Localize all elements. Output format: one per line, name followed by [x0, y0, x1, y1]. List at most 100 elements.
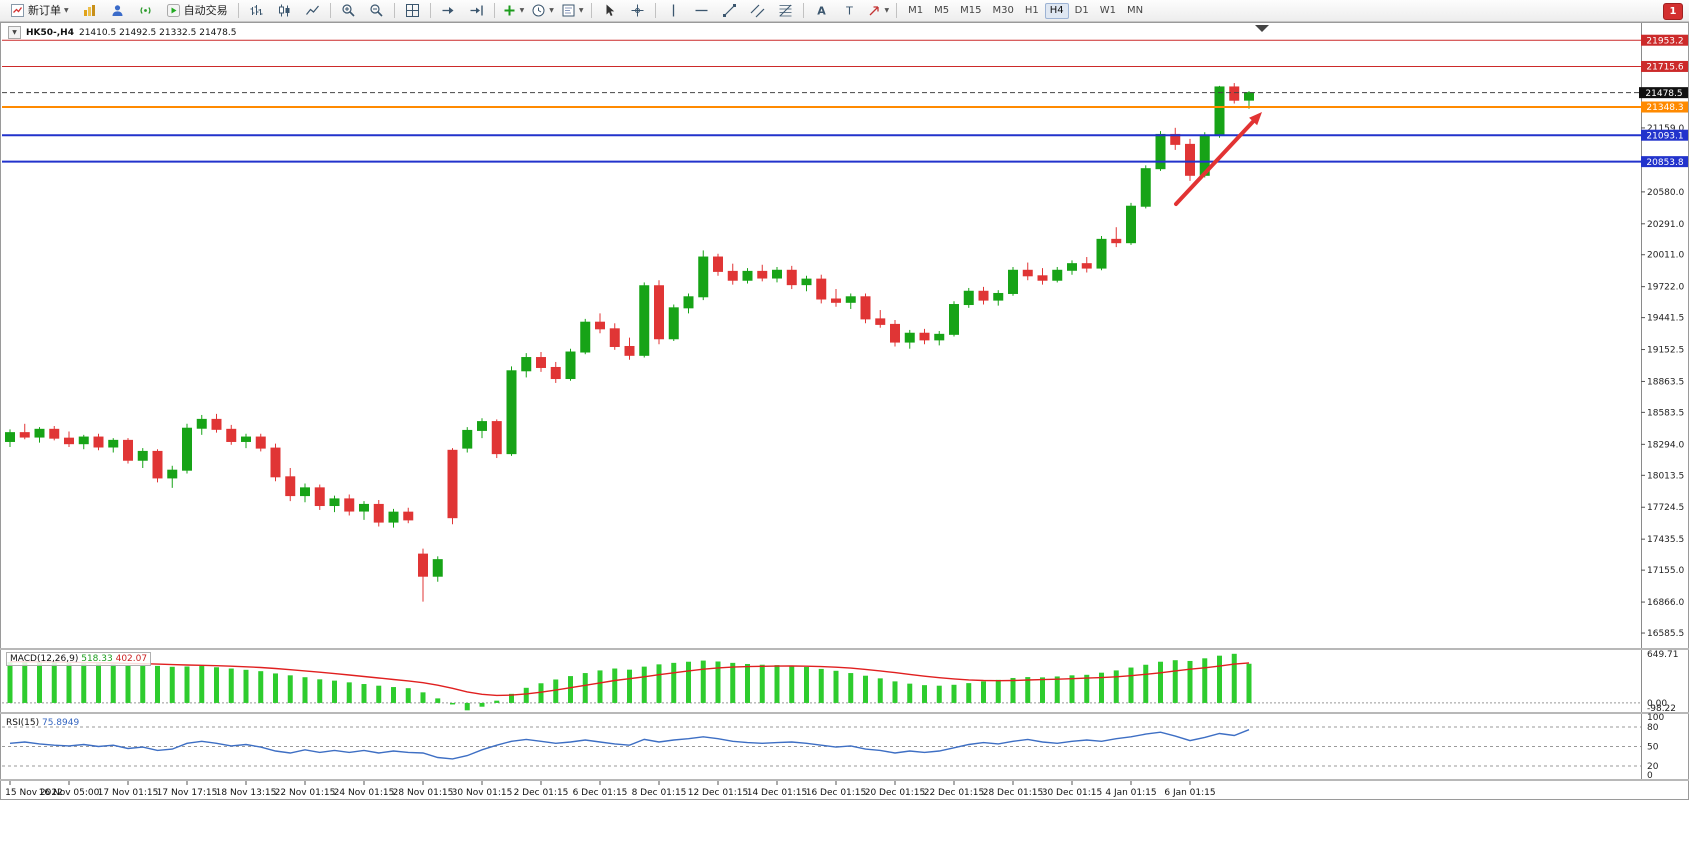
svg-text:14 Dec 01:15: 14 Dec 01:15 [747, 788, 808, 798]
fibonacci-icon [779, 4, 791, 17]
notification-badge[interactable]: 1 [1663, 3, 1683, 20]
text-icon: A [817, 5, 826, 18]
trendline-button[interactable] [716, 0, 743, 21]
trend-arrow[interactable] [1174, 119, 1256, 206]
fibonacci-button[interactable] [772, 0, 799, 21]
timeframe-button-m5[interactable]: M5 [934, 4, 950, 16]
autotrading-button[interactable]: 自动交易 [160, 0, 234, 21]
cursor-icon [606, 4, 614, 16]
svg-text:17155.0: 17155.0 [1647, 566, 1684, 576]
rsi-value: 75.8949 [41, 718, 80, 728]
svg-text:21953.2: 21953.2 [1646, 36, 1683, 46]
zoom-out-icon [370, 4, 383, 17]
timeframe-button-d1[interactable]: D1 [1074, 4, 1089, 16]
signals-icon [140, 7, 151, 14]
autotrading-play-icon [166, 4, 180, 17]
chart-canvas[interactable]: 21159.0 20580.0 20291.0 20011.0 19722.0 19441… [0, 22, 1689, 800]
annotations[interactable] [1174, 25, 1269, 206]
chart-shift-button[interactable] [463, 0, 490, 21]
svg-text:50: 50 [1647, 743, 1659, 753]
svg-text:20 Dec 01:15: 20 Dec 01:15 [865, 788, 926, 798]
symbol-period-label: HK50-,H4 [26, 27, 74, 38]
svg-text:0: 0 [1647, 771, 1653, 781]
price-line-label [1641, 101, 1688, 113]
chart-shift-marker[interactable] [1255, 25, 1269, 32]
zoom-in-button[interactable] [335, 0, 362, 21]
svg-text:18294.0: 18294.0 [1647, 440, 1684, 450]
horizontal-lines[interactable]: 21953.2 21715.6 21348.3 21093.1 20853.8 [2, 34, 1688, 168]
arrows-button[interactable]: ▼ [864, 0, 893, 21]
timeframe-button-m15[interactable]: M15 [960, 4, 982, 16]
svg-text:19441.5: 19441.5 [1647, 314, 1684, 324]
svg-text:649.71: 649.71 [1647, 650, 1679, 660]
periods-button[interactable]: ▼ [528, 0, 557, 21]
svg-text:20291.0: 20291.0 [1647, 220, 1684, 230]
auto-scroll-icon [442, 7, 454, 14]
new-order-label: 新订单 [28, 4, 61, 17]
svg-text:8 Dec 01:15: 8 Dec 01:15 [632, 788, 687, 798]
chart-frame [0, 22, 1689, 800]
indicators-button[interactable]: ▼ [499, 0, 528, 21]
templates-button[interactable]: ▼ [558, 0, 587, 21]
tile-windows-icon [405, 4, 419, 17]
price-axis[interactable]: 21159.0 20580.0 20291.0 20011.0 19722.0 19441… [1641, 124, 1684, 639]
timeframe-button-m30[interactable]: M30 [992, 4, 1014, 16]
one-click-trading-toggle[interactable]: ▼ [8, 26, 21, 39]
charts-button[interactable] [76, 0, 103, 21]
svg-text:30 Dec 01:15: 30 Dec 01:15 [1042, 788, 1103, 798]
accounts-button[interactable] [104, 0, 131, 21]
timeframe-button-h4[interactable]: H4 [1044, 2, 1069, 19]
tile-windows-button[interactable] [399, 0, 426, 21]
chart-window: 21159.0 20580.0 20291.0 20011.0 19722.0 19441… [0, 22, 1689, 800]
bar-chart-icon [250, 5, 263, 15]
zoom-out-button[interactable] [363, 0, 390, 21]
timeframe-button-mn[interactable]: MN [1126, 4, 1144, 16]
svg-text:12 Dec 01:15: 12 Dec 01:15 [688, 788, 749, 798]
bar-chart-button[interactable] [243, 0, 270, 21]
toolbar-separator [590, 3, 592, 18]
price-line-label [1641, 60, 1688, 72]
vertical-line-icon [672, 4, 674, 17]
ohlc-values: 21410.5 21492.5 21332.5 21478.5 [78, 27, 237, 38]
horizontal-line-button[interactable] [688, 0, 715, 21]
autotrading-label: 自动交易 [183, 4, 228, 17]
toolbar-separator [493, 3, 495, 18]
signals-button[interactable] [132, 0, 159, 21]
line-chart-button[interactable] [299, 0, 326, 21]
svg-text:6 Jan 01:15: 6 Jan 01:15 [1164, 788, 1215, 798]
toolbar-separator [237, 3, 239, 18]
macd-signal-value: 402.07 [115, 654, 148, 664]
crosshair-button[interactable] [624, 0, 651, 21]
chevron-down-icon: ▼ [549, 6, 554, 14]
rsi-line [9, 729, 1250, 760]
timeframe-button-w1[interactable]: W1 [1099, 4, 1116, 16]
timeframe-button-h1[interactable]: H1 [1024, 4, 1039, 16]
svg-text:0.00: 0.00 [1647, 699, 1667, 709]
channel-button[interactable] [744, 0, 771, 21]
candlestick-chart-button[interactable] [271, 0, 298, 21]
line-chart-icon [305, 5, 319, 15]
candlestick-chart-icon [278, 4, 290, 17]
svg-text:21093.1: 21093.1 [1646, 131, 1683, 141]
chevron-down-icon: ▼ [519, 6, 525, 14]
trend-arrow-head [1249, 112, 1262, 126]
timeframe-button-m1[interactable]: M1 [908, 4, 924, 16]
text-label-icon: T [845, 5, 853, 18]
svg-text:21478.5: 21478.5 [1645, 89, 1682, 99]
text-label-button[interactable]: T [836, 0, 863, 21]
svg-text:20853.8: 20853.8 [1646, 158, 1683, 168]
vertical-line-button[interactable] [660, 0, 687, 21]
new-order-button[interactable]: 新订单 ▼ [4, 0, 75, 21]
svg-text:18863.5: 18863.5 [1647, 377, 1684, 387]
text-button[interactable]: A [808, 0, 835, 21]
svg-text:16585.5: 16585.5 [1647, 629, 1684, 639]
svg-text:80: 80 [1647, 723, 1659, 733]
auto-scroll-button[interactable] [435, 0, 462, 21]
chevron-down-icon: ▼ [884, 6, 890, 14]
svg-text:16 Dec 01:15: 16 Dec 01:15 [806, 788, 867, 798]
channel-icon [750, 4, 764, 18]
cursor-button[interactable] [596, 0, 623, 21]
user-icon [112, 5, 123, 16]
chart-shift-icon [470, 5, 483, 16]
